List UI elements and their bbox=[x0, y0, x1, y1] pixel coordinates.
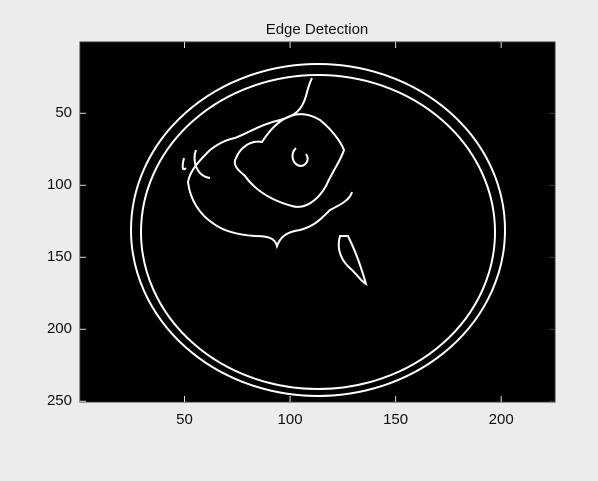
x-tick-label: 150 bbox=[383, 411, 408, 428]
x-tick-label: 200 bbox=[489, 411, 514, 428]
y-tick-label: 50 bbox=[55, 104, 72, 121]
y-tick-label: 100 bbox=[47, 176, 72, 193]
x-tick-label: 50 bbox=[176, 411, 193, 428]
y-tick-label: 150 bbox=[47, 248, 72, 265]
chart-title: Edge Detection bbox=[266, 21, 369, 38]
y-tick-label: 250 bbox=[47, 392, 72, 409]
figure: Edge Detection 50 100 150 200 50 100 150 200 250 bbox=[0, 0, 598, 481]
page: {"chart_data": {"type": "image", "title"… bbox=[0, 0, 598, 481]
x-tick-label: 100 bbox=[278, 411, 303, 428]
y-tick-label: 200 bbox=[47, 320, 72, 337]
